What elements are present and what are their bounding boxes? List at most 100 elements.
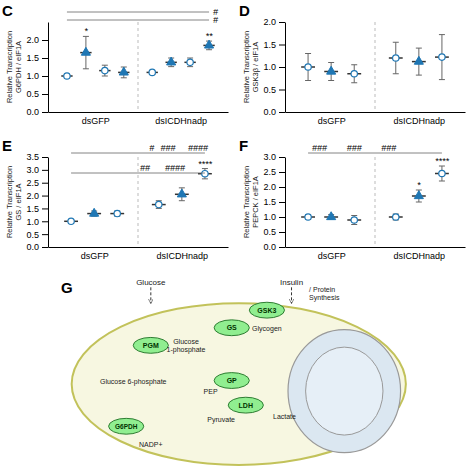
x-tick: dsGFP: [318, 116, 346, 126]
enzyme-oval: [133, 337, 168, 353]
diagram-label: NADP+: [139, 440, 163, 447]
diagram-label: Pyruvate: [207, 416, 235, 424]
panel-label: D: [239, 2, 250, 19]
enzyme-label: GS: [227, 324, 237, 331]
series: [347, 166, 449, 225]
point: [114, 210, 120, 216]
diagram-label: PEP: [204, 388, 218, 395]
error-bar: [305, 215, 311, 220]
point: [149, 69, 155, 75]
enzyme-oval: [249, 302, 284, 318]
x-tick-label: dsGFP: [81, 251, 109, 261]
diagram-label: / ProteinSynthesis: [309, 285, 340, 301]
text-line: PEPCK / eIF1A: [251, 176, 260, 228]
y-tick-label: 1.0: [263, 212, 276, 222]
y-tick-label: 3.0: [263, 152, 276, 162]
point: [414, 191, 423, 199]
x-tick: dsICDHnadp: [157, 251, 209, 261]
point: [327, 66, 336, 74]
x-tick: dsGFP: [318, 251, 346, 261]
series: [110, 169, 212, 217]
diagram: PGMGSGSK3GPLDHG6PDHGlucose1-phosphateGly…: [61, 278, 406, 465]
x-tick: dsGFP: [81, 251, 109, 261]
point: [351, 71, 357, 77]
x-tick-label: dsICDHnadp: [157, 251, 209, 261]
x-axis-line: [49, 112, 229, 113]
annotations: ##***: [67, 7, 219, 41]
point: [187, 59, 193, 65]
diagram-label: Glucose 6-phosphate: [100, 377, 167, 385]
y-tick: 0.0: [263, 107, 285, 117]
error-bar: [351, 65, 357, 83]
text-line: Relative Transcription: [242, 166, 251, 238]
y-tick-label: 3.5: [26, 152, 39, 162]
series: [80, 36, 177, 68]
series: [61, 69, 158, 79]
y-tick-mark: [279, 90, 285, 91]
series: [324, 48, 426, 80]
group-separator: [375, 22, 376, 112]
significance-label: ###: [312, 143, 328, 153]
y-tick-label: 2.5: [26, 178, 39, 188]
point: [102, 67, 108, 73]
enzyme-oval: [214, 320, 249, 336]
point: [119, 67, 128, 75]
significance-label: ####: [165, 163, 186, 173]
y-tick-mark: [42, 157, 48, 158]
dashed-arrow: [150, 287, 151, 303]
y-tick-mark: [279, 157, 285, 158]
significance-label: ###: [381, 143, 397, 153]
y-axis: 0.00.51.01.52.0: [26, 23, 48, 118]
y-tick-label: 2.5: [263, 167, 276, 177]
text-line: Synthesis: [309, 293, 340, 301]
figure: 0.0 0.5 1.0 1.5 2.0 dsGFP dsICDHnadp Relative T…: [0, 0, 474, 474]
panel: 0.00.51.01.52.0dsGFPdsICDHnadpRelative T…: [2, 2, 229, 126]
point: [167, 57, 176, 65]
panel: 0.00.51.01.52.0dsGFPdsICDHnadpRelative T…: [239, 2, 466, 126]
y-tick: 1.0: [26, 217, 48, 227]
x-tick-label: dsGFP: [82, 116, 110, 126]
y-tick: 1.0: [26, 71, 48, 81]
point: [305, 214, 311, 220]
text-line: GSK3β / eIF1A: [251, 42, 260, 93]
text-line: NADP+: [139, 440, 163, 447]
y-tick-mark: [279, 22, 285, 23]
text-line: PEP: [204, 388, 218, 395]
y-tick-mark: [279, 45, 285, 46]
error-bar: [187, 58, 193, 67]
enzyme-label: GP: [227, 377, 237, 384]
y-tick-label: 0.5: [263, 227, 276, 237]
y-tick-mark: [42, 247, 48, 248]
x-tick-label: dsICDHnadp: [155, 116, 207, 126]
y-tick-mark: [42, 40, 48, 41]
significance-label: ****: [198, 159, 213, 169]
error-bar: [439, 166, 445, 181]
text-line: / Protein: [309, 285, 335, 292]
significance-line: [67, 20, 209, 21]
marks: [64, 157, 212, 247]
enzyme-label: G6PDH: [115, 423, 138, 430]
y-tick-label: 2.0: [26, 35, 39, 45]
enzyme-label: GSK3: [257, 307, 276, 314]
text-line: Glucose 6-phosphate: [100, 377, 167, 385]
point: [439, 170, 445, 176]
y-axis-title: Relative TranscriptionPEPCK / eIF1A: [242, 166, 260, 238]
y-axis-title: Relative TranscriptionGS / eIF1A: [5, 166, 23, 238]
y-tick: 0.5: [26, 89, 48, 99]
y-tick: 1.0: [263, 62, 285, 72]
text-line: Relative Transcription: [242, 31, 251, 103]
y-tick-label: 1.5: [26, 204, 39, 214]
y-tick-label: 2.0: [263, 17, 276, 27]
group-separator: [138, 22, 139, 112]
y-tick-mark: [42, 94, 48, 95]
y-tick: 2.5: [26, 178, 48, 188]
x-axis: dsGFP dsICDHnadp: [49, 248, 229, 262]
point: [90, 208, 99, 216]
x-tick: dsICDHnadp: [394, 251, 446, 261]
diagram-label: Insulin: [280, 278, 303, 287]
y-tick-mark: [42, 76, 48, 77]
y-tick-label: 1.0: [26, 71, 39, 81]
y-tick: 0.5: [26, 230, 48, 240]
x-tick-label: dsICDHnadp: [394, 251, 446, 261]
x-axis: dsGFP dsICDHnadp: [286, 248, 466, 262]
